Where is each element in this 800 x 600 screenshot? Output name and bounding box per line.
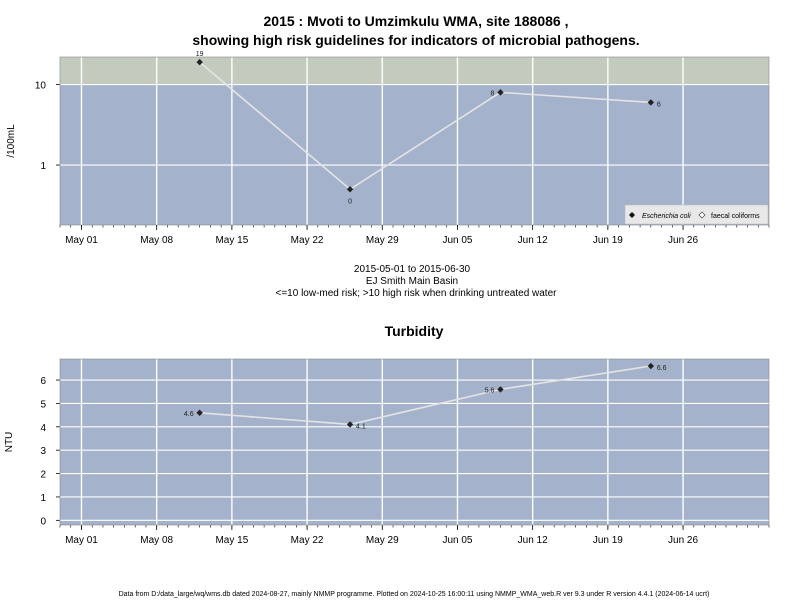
y-tick-label: 1 bbox=[40, 161, 46, 172]
x-tick-label: May 08 bbox=[140, 235, 173, 246]
data-point-marker bbox=[497, 386, 504, 393]
y-tick-label: 5 bbox=[40, 399, 46, 410]
x-tick-label: May 15 bbox=[215, 235, 248, 246]
x-tick-label: May 01 bbox=[65, 235, 98, 246]
legend-faecal-marker bbox=[698, 211, 706, 219]
date-range-text: 2015-05-01 to 2015-06-30 bbox=[354, 264, 471, 275]
basin-text: EJ Smith Main Basin bbox=[366, 276, 458, 287]
y-tick-label: 3 bbox=[40, 446, 46, 457]
y-tick-label: 10 bbox=[35, 81, 47, 92]
turbidity-series: 4.6 4.1 5.6 6.6 bbox=[184, 362, 667, 430]
data-label: 6 bbox=[657, 101, 661, 108]
data-label: 0 bbox=[348, 198, 352, 205]
microbial-y-axis-label: /100mL bbox=[6, 124, 17, 158]
chart-title-line1: 2015 : Mvoti to Umzimkulu WMA, site 1880… bbox=[264, 13, 569, 29]
x-tick-label: Jun 05 bbox=[442, 535, 472, 546]
legend: Escherichia coli faecal coliforms bbox=[624, 204, 769, 225]
microbial-grid bbox=[60, 57, 769, 225]
microbial-x-ticks: May 01 May 08 May 15 May 22 May 29 Jun 05 Jun … bbox=[35, 81, 770, 246]
x-tick-label: May 22 bbox=[291, 235, 324, 246]
y-tick-label: 0 bbox=[40, 516, 46, 527]
turbidity-plot-area bbox=[60, 359, 769, 525]
x-tick-label: Jun 05 bbox=[442, 235, 472, 246]
footer-text: Data from D:/data_large/wq/wms.db dated … bbox=[119, 591, 710, 598]
y-tick-label: 2 bbox=[40, 470, 46, 481]
data-point-marker bbox=[647, 99, 655, 106]
y-tick-label: 4 bbox=[40, 423, 46, 434]
turbidity-panel: May 01 May 08 May 15 May 22 May 29 Jun 05 Jun … bbox=[4, 358, 770, 546]
series-line bbox=[199, 61, 651, 191]
x-tick-label: May 29 bbox=[366, 535, 399, 546]
data-label: 19 bbox=[196, 51, 204, 58]
data-label: 6.6 bbox=[657, 365, 667, 372]
turbidity-grid bbox=[60, 359, 769, 525]
x-tick-label: May 15 bbox=[215, 535, 248, 546]
x-tick-label: May 22 bbox=[291, 535, 324, 546]
x-tick-label: Jun 26 bbox=[668, 235, 698, 246]
turbidity-x-ticks: May 01 May 08 May 15 May 22 May 29 Jun 05 Jun … bbox=[40, 376, 770, 546]
data-point-marker bbox=[346, 421, 354, 428]
data-point-marker bbox=[196, 409, 203, 416]
legend-faecal-label: faecal coliforms bbox=[711, 213, 760, 220]
x-tick-label: Jun 19 bbox=[593, 535, 623, 546]
legend-ecoli-marker bbox=[629, 212, 635, 218]
data-point-marker bbox=[196, 58, 203, 66]
turbidity-title: Turbidity bbox=[385, 323, 444, 339]
microbial-panel: May 01 May 08 May 15 May 22 May 29 Jun 05 Jun … bbox=[6, 51, 770, 246]
y-tick-label: 6 bbox=[40, 376, 46, 387]
x-tick-label: May 29 bbox=[366, 235, 399, 246]
legend-ecoli-label: Escherichia coli bbox=[642, 213, 691, 220]
x-tick-label: Jun 12 bbox=[518, 235, 548, 246]
data-point-marker bbox=[647, 362, 655, 370]
data-label: 5.6 bbox=[485, 387, 495, 394]
turbidity-y-axis-label: NTU bbox=[4, 432, 15, 453]
data-label: 4.1 bbox=[356, 423, 366, 430]
risk-guideline-text: <=10 low-med risk; >10 high risk when dr… bbox=[276, 288, 558, 299]
high-risk-band bbox=[60, 57, 769, 85]
microbial-series: 19 0 8 6 bbox=[196, 51, 661, 205]
x-tick-label: Jun 19 bbox=[593, 235, 623, 246]
x-tick-label: May 01 bbox=[65, 535, 98, 546]
x-tick-label: Jun 26 bbox=[668, 535, 698, 546]
series-line bbox=[199, 365, 651, 426]
chart-title-line2: showing high risk guidelines for indicat… bbox=[192, 32, 639, 48]
data-point-marker bbox=[346, 186, 354, 193]
data-point-marker bbox=[497, 89, 504, 96]
x-tick-label: Jun 12 bbox=[518, 535, 548, 546]
data-label: 8 bbox=[491, 90, 495, 97]
y-tick-label: 1 bbox=[40, 493, 46, 504]
data-label: 4.6 bbox=[184, 411, 194, 418]
x-tick-label: May 08 bbox=[140, 535, 173, 546]
legend-box bbox=[624, 204, 769, 225]
